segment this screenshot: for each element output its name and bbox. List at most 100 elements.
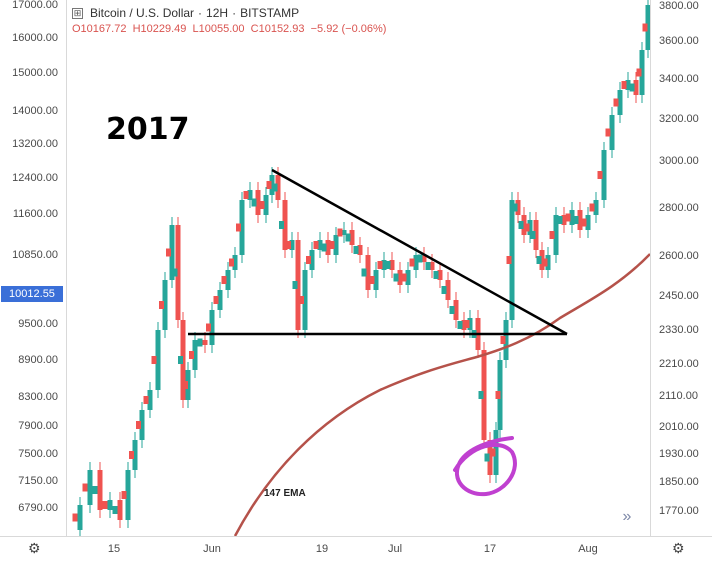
candle-body [639, 50, 645, 95]
candle-body [524, 223, 530, 232]
candle-body [577, 210, 583, 230]
chart-legend: ⊞ Bitcoin / U.S. Dollar · 12H · BITSTAMP… [72, 6, 386, 35]
symbol-name: Bitcoin / U.S. Dollar [90, 6, 195, 20]
time-tick: 17 [483, 543, 497, 555]
candle-body [509, 200, 515, 320]
candle-body [515, 200, 521, 215]
candle-body [239, 200, 245, 255]
candle-body [329, 241, 335, 249]
candle-body [581, 218, 587, 227]
time-axis[interactable]: 15 Jun 19 Jul 17 Aug ⚙ ⚙ [0, 536, 712, 561]
candle-body [381, 260, 387, 270]
candle-body [247, 190, 253, 200]
left-tick: 8300.00 [18, 391, 58, 403]
candle-body [72, 513, 78, 522]
candle-body [337, 228, 343, 237]
candle-body [243, 191, 249, 199]
last-price-tag: 10012.55 [1, 286, 63, 302]
candle-body [385, 261, 391, 269]
left-tick: 14000.00 [12, 105, 58, 117]
candle-body [313, 241, 319, 249]
right-tick: 3400.00 [659, 73, 699, 85]
candle-body [445, 280, 451, 300]
candle-body [636, 68, 642, 77]
left-tick: 7500.00 [18, 448, 58, 460]
left-tick: 8900.00 [18, 354, 58, 366]
right-tick: 2330.00 [659, 324, 699, 336]
candle-body [286, 241, 291, 249]
left-tick: 10850.00 [12, 249, 58, 261]
candle-body [539, 250, 545, 270]
left-price-axis[interactable]: 17000.00 16000.00 15000.00 14000.00 1320… [0, 0, 67, 536]
candle-body [345, 233, 351, 242]
right-tick: 2210.00 [659, 358, 699, 370]
candle-body [357, 245, 363, 255]
candle-body [569, 210, 575, 225]
candle-body [217, 290, 223, 310]
candle-body [361, 268, 367, 277]
candle-body [597, 171, 603, 179]
candle-body [299, 296, 304, 304]
candle-body [617, 90, 623, 115]
double-chevron-right-icon[interactable]: » [622, 508, 632, 525]
right-tick: 3800.00 [659, 0, 699, 12]
candle-body [172, 268, 178, 277]
time-tick: Jul [387, 543, 403, 555]
candle-body [605, 128, 611, 137]
candle-body [251, 198, 257, 207]
candle-body [484, 453, 490, 462]
candle-body [136, 421, 141, 429]
candle-body [457, 321, 463, 329]
candle-body [425, 262, 431, 270]
candle-body [629, 83, 635, 92]
candle-body [413, 255, 419, 270]
candle-body [464, 320, 470, 328]
candle-body [255, 190, 261, 215]
candle-body [565, 213, 571, 222]
candle-body [478, 391, 484, 399]
candle-body [317, 240, 323, 250]
candle-body [549, 231, 555, 239]
candle-body [166, 248, 171, 257]
right-tick: 3200.00 [659, 113, 699, 125]
highlight-circle [453, 436, 517, 497]
candle-body [545, 255, 551, 270]
right-price-axis[interactable]: 3800.00 3600.00 3400.00 3200.00 3000.00 … [650, 0, 712, 536]
candle-body [393, 273, 399, 282]
right-tick: 3600.00 [659, 35, 699, 47]
candle-body [129, 451, 134, 459]
collapse-legend-icon[interactable]: ⊞ [72, 7, 83, 19]
candle-body [292, 281, 298, 289]
right-tick: 1930.00 [659, 448, 699, 460]
candle-body [481, 350, 487, 440]
candle-body [266, 181, 272, 189]
candle-body [353, 246, 359, 254]
time-tick: Jun [203, 543, 221, 555]
time-tick: Aug [578, 543, 598, 555]
candle-body [147, 390, 153, 410]
exchange-label: BITSTAMP [240, 6, 300, 20]
left-tick: 12400.00 [12, 172, 58, 184]
candle-body [397, 270, 403, 285]
right-tick: 1850.00 [659, 476, 699, 488]
descending-trendline [271, 168, 568, 336]
candle-body [155, 330, 161, 390]
right-tick: 1770.00 [659, 505, 699, 517]
candle-body [633, 80, 639, 95]
candle-body [159, 301, 164, 309]
price-change: −5.92 (−0.06%) [310, 23, 387, 35]
gear-icon[interactable]: ⚙ [28, 540, 41, 556]
left-tick: 16000.00 [12, 32, 58, 44]
candle-body [275, 175, 281, 200]
candle-body [389, 260, 395, 270]
candle-body [221, 276, 227, 284]
candle-body [645, 5, 651, 50]
gear-icon[interactable]: ⚙ [672, 540, 685, 556]
candle-body [143, 396, 149, 404]
candle-body [229, 258, 234, 267]
candle-body [213, 296, 219, 304]
candle-body [405, 270, 411, 285]
candle-body [289, 240, 295, 250]
right-tick: 3000.00 [659, 155, 699, 167]
